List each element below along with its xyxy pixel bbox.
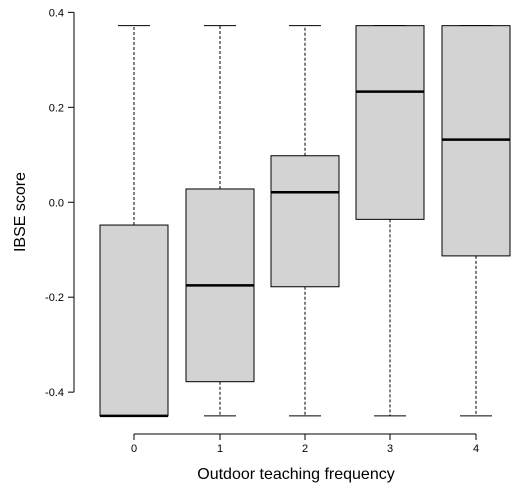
- x-tick-label-4: 4: [473, 443, 479, 455]
- box-group-4: [441, 25, 511, 417]
- y-tick-label-0: -0.4: [45, 387, 64, 399]
- y-tick-label-1: -0.2: [45, 292, 64, 304]
- x-tick-label-1: 1: [217, 443, 223, 455]
- box-group-2: [270, 25, 340, 417]
- x-tick-label-0: 0: [131, 443, 137, 455]
- y-axis-title: IBSE score: [12, 172, 29, 252]
- box-0: [99, 224, 169, 417]
- box-3: [355, 25, 425, 220]
- y-tick-label-3: 0.2: [49, 102, 64, 114]
- y-tick-label-4: 0.4: [49, 7, 64, 19]
- axes-layer: -0.4 -0.2 0.0 0.2 0.4 0 1 2 3 4: [45, 7, 479, 455]
- box-group-3: [355, 25, 425, 417]
- box-group-0: [99, 25, 169, 418]
- boxes-layer: [99, 25, 511, 418]
- x-tick-label-2: 2: [302, 443, 308, 455]
- box-2: [270, 155, 340, 288]
- x-tick-label-3: 3: [387, 443, 393, 455]
- x-axis-title: Outdoor teaching frequency: [197, 466, 394, 483]
- y-tick-label-2: 0.0: [49, 197, 64, 209]
- box-group-1: [185, 25, 255, 417]
